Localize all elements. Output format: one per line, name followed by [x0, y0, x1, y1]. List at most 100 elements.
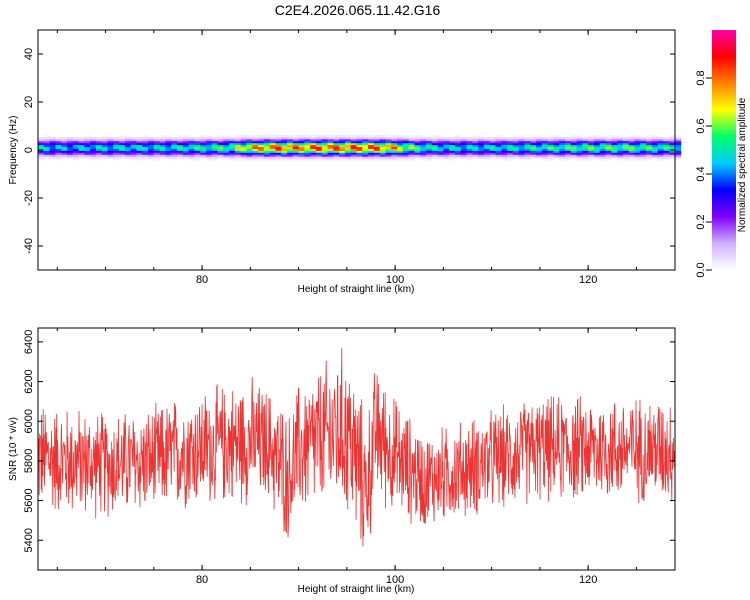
heatmap-cell — [675, 138, 682, 142]
heatmap-cell — [524, 138, 531, 142]
heatmap-cell — [43, 156, 50, 159]
heatmap-cell — [657, 152, 664, 155]
heatmap-cell — [478, 142, 485, 146]
heatmap-cell — [148, 144, 155, 148]
heatmap-cell — [66, 154, 74, 157]
heatmap-cell — [425, 158, 433, 161]
heatmap-cell — [646, 140, 653, 144]
heatmap-cell — [454, 154, 462, 157]
heatmap-cell — [420, 135, 427, 138]
heatmap-cell — [315, 156, 323, 159]
heatmap-cell — [252, 140, 259, 144]
heatmap-cell — [472, 135, 479, 138]
heatmap-cell — [454, 152, 462, 155]
heatmap-cell — [258, 156, 265, 159]
heatmap-cell — [72, 144, 79, 148]
heatmap-cell — [512, 146, 520, 149]
heatmap-cell — [263, 156, 271, 159]
heatmap-cell — [553, 140, 560, 144]
heatmap-cell — [553, 144, 560, 148]
colorbar-tick-label: 0.0 — [695, 262, 707, 277]
heatmap-cell — [148, 156, 155, 159]
heatmap-cell — [107, 138, 114, 142]
heatmap-cell — [200, 146, 207, 149]
heatmap-cell — [530, 137, 537, 140]
heatmap-cell — [304, 148, 311, 151]
heatmap-cell — [38, 152, 45, 155]
heatmap-cell — [246, 148, 253, 151]
heatmap-cell — [536, 156, 543, 159]
heatmap-cell — [466, 148, 473, 151]
heatmap-cell — [275, 146, 282, 149]
heatmap-cell — [84, 152, 91, 155]
heatmap-cell — [176, 154, 184, 157]
heatmap-cell — [119, 148, 126, 151]
heatmap-cell — [593, 137, 601, 140]
heatmap-cell — [507, 152, 514, 155]
colorbar-gradient — [712, 30, 736, 270]
heatmap-cell — [593, 142, 601, 146]
heatmap-cell — [142, 142, 149, 146]
heatmap-cell — [55, 150, 62, 153]
heatmap-cell — [124, 140, 132, 144]
heatmap-cell — [258, 148, 265, 151]
heatmap-cell — [431, 142, 438, 146]
heatmap-cell — [605, 156, 612, 159]
heatmap-cell — [402, 158, 410, 161]
heatmap-cell — [489, 156, 496, 159]
heatmap-cell — [339, 154, 346, 157]
heatmap-cell — [298, 140, 305, 144]
heatmap-cell — [95, 156, 103, 159]
heatmap-cell — [379, 154, 386, 157]
heatmap-cell — [657, 138, 664, 142]
heatmap-cell — [646, 148, 653, 151]
heatmap-cell — [443, 137, 450, 140]
heatmap-cell — [408, 152, 415, 155]
heatmap-cell — [634, 140, 641, 144]
heatmap-cell — [211, 150, 218, 153]
heatmap-cell — [483, 138, 491, 142]
heatmap-cell — [478, 154, 485, 157]
heatmap-cell — [95, 158, 103, 161]
heatmap-cell — [397, 158, 404, 161]
heatmap-cell — [327, 156, 334, 159]
heatmap-cell — [240, 142, 247, 146]
heatmap-cell — [588, 154, 595, 157]
heatmap-cell — [119, 137, 126, 140]
heatmap-cell — [217, 135, 224, 138]
heatmap-cell — [356, 138, 363, 142]
heatmap-cell — [512, 135, 520, 138]
heatmap-cell — [61, 144, 68, 148]
heatmap-cell — [72, 152, 79, 155]
heatmap-cell — [119, 138, 126, 142]
heatmap-cell — [95, 142, 103, 146]
heatmap-cell — [90, 140, 97, 144]
heatmap-cell — [315, 146, 323, 149]
heatmap-cell — [478, 140, 485, 144]
heatmap-cell — [588, 142, 595, 146]
heatmap-cell — [431, 146, 438, 149]
heatmap-cell — [460, 144, 467, 148]
heatmap-cell — [333, 144, 340, 148]
heatmap-cell — [368, 148, 375, 151]
heatmap-cell — [339, 156, 346, 159]
heatmap-cell — [136, 140, 143, 144]
colorbar: 0.0 0.2 0.4 0.6 0.8 Normalized spectral ampl… — [695, 30, 748, 278]
heatmap-cell — [90, 156, 97, 159]
heatmap-cell — [675, 144, 682, 148]
heatmap-cell — [38, 146, 45, 149]
heatmap-cell — [628, 144, 635, 148]
heatmap-cell — [194, 140, 201, 144]
heatmap-cell — [95, 146, 103, 149]
heatmap-cell — [171, 152, 178, 155]
heatmap-cell — [281, 150, 288, 153]
heatmap-cell — [362, 135, 369, 138]
heatmap-cell — [223, 150, 230, 153]
heatmap-cell — [449, 156, 456, 159]
heatmap-cell — [611, 148, 618, 151]
heatmap-cell — [234, 150, 242, 153]
heatmap-cell — [298, 137, 305, 140]
heatmap-cell — [669, 142, 676, 146]
heatmap-cell — [304, 158, 311, 161]
heatmap-cell — [136, 150, 143, 153]
